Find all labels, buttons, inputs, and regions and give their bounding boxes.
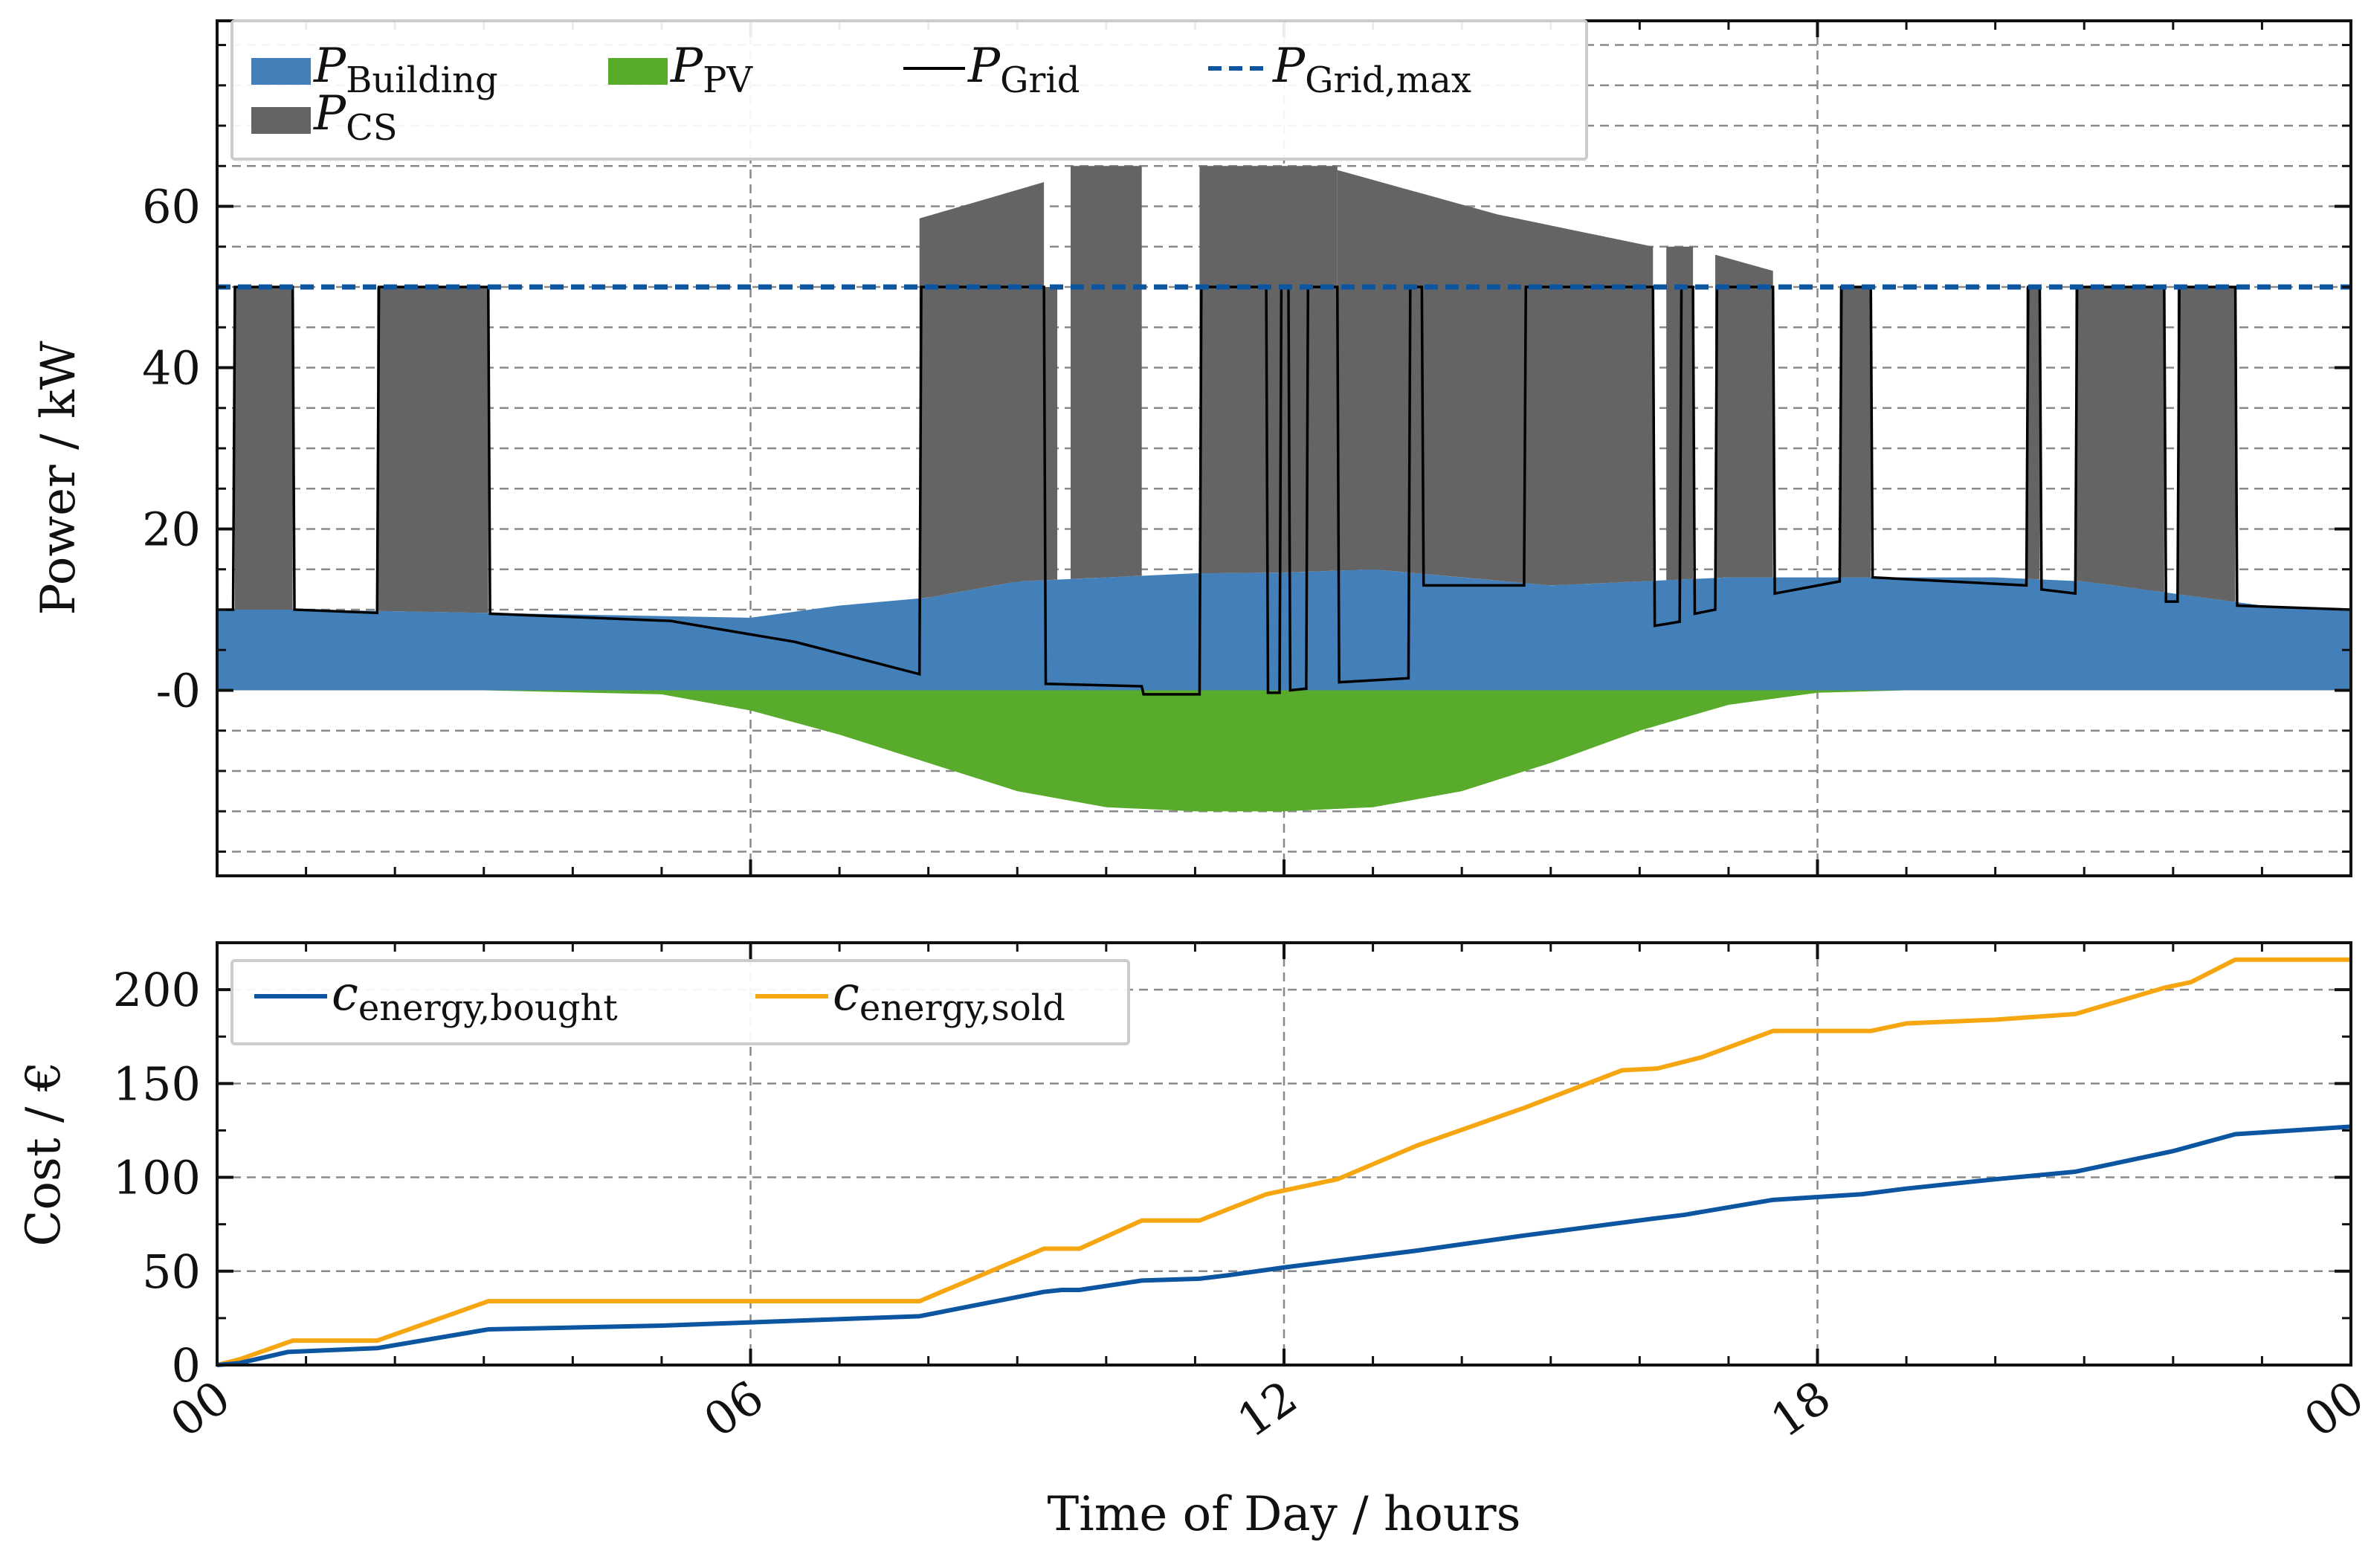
- power-ytick-label: 20: [142, 502, 201, 556]
- power-ytick-label: 40: [142, 341, 201, 396]
- cost-ytick-label: 150: [113, 1056, 201, 1111]
- charging-station-bar: [1337, 170, 1497, 581]
- x-axis-label: Time of Day / hours: [1048, 1487, 1521, 1542]
- power-legend-box: [230, 19, 1588, 161]
- power-ytick-label: -0: [156, 663, 201, 717]
- charging-station-bar: [234, 287, 293, 610]
- legend-cs-swatch: [251, 107, 311, 134]
- pv-area-group: [217, 690, 2351, 812]
- charging-station-bar: [2177, 287, 2236, 602]
- charging-station-bar: [377, 287, 488, 613]
- charging-station-bar: [1071, 166, 1142, 579]
- charging-station-bar: [1497, 214, 1654, 586]
- cost-ytick-label: 0: [172, 1338, 201, 1393]
- charging-station-bar: [1199, 166, 1338, 574]
- power-y-axis-label: Power / kW: [31, 341, 86, 615]
- legend-building-swatch: [251, 58, 311, 85]
- power-chart: -0 20 40 60 Power / kW PBuilding PPV PGrid …: [31, 19, 2352, 877]
- cost-bought-line: [216, 1124, 2352, 1367]
- cost-y-axis-label: Cost / €: [16, 1061, 71, 1246]
- legend-cs-label: PCS: [313, 86, 398, 149]
- building-area-group: [217, 569, 2351, 691]
- pv-area: [217, 690, 2351, 812]
- charging-station-bar: [1714, 254, 1773, 578]
- legend-sold-label: cenergy,sold: [833, 967, 1065, 1029]
- legend-pv-label: PPV: [670, 39, 753, 101]
- legend-grid-max-label: PGrid,max: [1272, 39, 1471, 101]
- power-ytick-label: 60: [142, 180, 201, 234]
- building-area: [217, 569, 2351, 691]
- charging-station-bar: [1839, 287, 1871, 578]
- cost-ytick-label: 200: [113, 963, 201, 1017]
- legend-bought-label: cenergy,bought: [332, 967, 618, 1029]
- cost-sold-line: [216, 957, 2351, 1367]
- charging-station-bar: [2026, 287, 2040, 580]
- charging-station-bar: [919, 181, 1045, 599]
- cost-ytick-label: 100: [113, 1151, 201, 1205]
- charging-station-bar: [2075, 287, 2164, 593]
- legend-pv-swatch: [608, 58, 668, 85]
- legend-building-label: PBuilding: [313, 39, 498, 101]
- legend-grid-label: PGrid: [967, 39, 1080, 101]
- charging-station-bar: [1044, 287, 1058, 581]
- power-legend: PBuilding PPV PGrid PGrid,max PCS: [230, 19, 1588, 161]
- cost-lines: [216, 957, 2352, 1367]
- cost-legend-box: [230, 959, 1130, 1045]
- cost-axes-frame: [216, 941, 2352, 1367]
- cost-legend: cenergy,bought cenergy,sold: [230, 959, 1130, 1045]
- cost-ytick-label: 50: [142, 1245, 201, 1299]
